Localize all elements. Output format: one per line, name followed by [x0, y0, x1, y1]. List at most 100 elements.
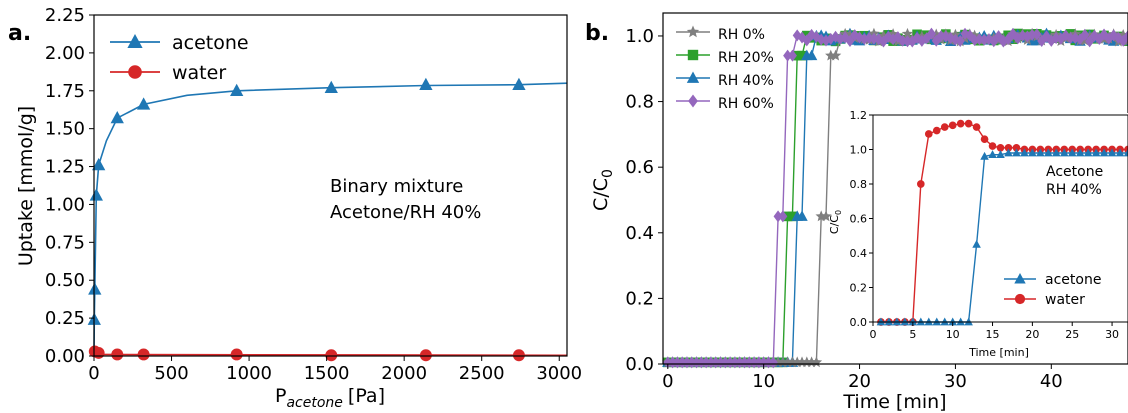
series-point: [820, 210, 832, 222]
series-point: [926, 27, 936, 40]
panel-a-x-label: Pacetone [Pa]: [275, 385, 385, 411]
inset-series-point: [1020, 148, 1029, 157]
panel-a-axes-frame: [93, 14, 568, 357]
inset-series-point: [972, 239, 981, 248]
inset-y-tick-label: 0.4: [850, 247, 868, 260]
panel-b-y-label: C/C0: [590, 169, 616, 211]
inset-legend: acetone water: [1004, 272, 1101, 308]
series-point: [829, 49, 842, 61]
acetone-fit-line: [93, 82, 568, 357]
inset-series-point: [1107, 148, 1117, 157]
y-tick-label: 0.4: [625, 223, 654, 244]
legend-marker: [688, 94, 698, 108]
inset-legend-marker: [1014, 293, 1026, 305]
inset-series-point: [940, 123, 949, 131]
x-tick-label: 1500: [304, 363, 350, 384]
series-point: [701, 356, 711, 369]
inset-y-tick-label: 0.0: [850, 316, 868, 329]
series-point: [901, 27, 914, 39]
inset-series-point: [1075, 148, 1085, 157]
inset-annotation-line1: Acetone: [1046, 164, 1103, 180]
panel-a-label: a.: [8, 21, 31, 46]
inset-series-point: [1044, 148, 1053, 157]
inset-series-point: [916, 317, 926, 326]
panel-a-annotation-line1: Binary mixture: [330, 176, 463, 197]
inset-series-point: [980, 135, 989, 143]
acetone-point: [136, 97, 151, 110]
legend-item-acetone: [110, 34, 160, 48]
inset-legend-label-acetone: acetone: [1045, 272, 1101, 288]
y-tick-label: 0.00: [45, 346, 85, 367]
series-point: [730, 356, 740, 369]
series-point: [706, 356, 716, 369]
inset-series-point: [956, 119, 965, 128]
inset-y-tick-label: 1.2: [850, 109, 868, 122]
series-point: [735, 356, 745, 369]
inset-series-point: [948, 317, 957, 326]
inset-y-tick-label: 0.2: [850, 282, 868, 295]
inset-background: [868, 113, 1128, 322]
acetone-point: [324, 80, 338, 93]
inset-series-point: [1004, 143, 1013, 152]
acetone-point: [92, 158, 106, 171]
series-point: [810, 356, 823, 368]
legend-item-rh0: [676, 25, 710, 38]
inset-series-point: [924, 317, 934, 326]
inset-series-point: [924, 130, 933, 138]
series-point: [759, 356, 769, 369]
inset-series-point: [1012, 143, 1021, 152]
inset-series-point: [996, 150, 1005, 159]
water-point: [230, 348, 243, 361]
inset-series-point: [964, 119, 973, 128]
inset-series-point: [900, 317, 910, 326]
panel-b-label: b.: [585, 21, 609, 46]
inset-series-point: [1036, 148, 1045, 157]
series-point: [1018, 29, 1028, 42]
inset-x-tick-label: 30: [1105, 328, 1119, 341]
panel-b-marks: [662, 27, 1128, 369]
y-tick-label: 0.2: [625, 288, 654, 309]
series-point: [778, 210, 788, 223]
panel-a-annotation-line2: Acetone/RH 40%: [330, 202, 481, 223]
inset-x-tick-label: 25: [1065, 328, 1079, 341]
x-tick-label: 0: [662, 371, 673, 392]
inset-series-point: [1115, 148, 1125, 157]
panel-b-legend: RH 0% RH 20% RH 40% RH 60%: [676, 25, 774, 112]
inset-series-point: [972, 123, 981, 131]
series-point: [773, 210, 783, 223]
inset-y-tick-label: 1.0: [850, 144, 868, 157]
inset-annotation-line2: RH 40%: [1046, 182, 1102, 198]
panel-b-axes-frame: [662, 12, 1128, 365]
water-point: [325, 349, 338, 362]
inset-series-point: [964, 317, 973, 326]
series-point: [672, 356, 682, 369]
y-tick-label: 1.25: [45, 157, 85, 178]
legend-item-water: [110, 65, 160, 79]
x-tick-label: 2500: [459, 363, 505, 384]
inset-series-point: [1028, 148, 1037, 157]
inset-x-tick-label: 0: [870, 328, 877, 341]
series-point: [1032, 28, 1042, 41]
inset-series-point: [892, 317, 902, 326]
y-tick-label: 0.50: [45, 270, 85, 291]
inset-series-point: [876, 317, 886, 326]
series-point: [687, 356, 697, 369]
series-point: [739, 356, 749, 369]
x-tick-label: 3000: [536, 363, 582, 384]
y-tick-label: 1.00: [45, 194, 85, 215]
series-point: [1065, 32, 1075, 45]
y-tick-label: 1.75: [45, 81, 85, 102]
water-point: [512, 349, 525, 362]
y-tick-label: 0.75: [45, 232, 85, 253]
legend-item-rh20: [676, 49, 710, 61]
series-point: [725, 356, 735, 369]
inset-series-point: [884, 317, 894, 326]
inset-x-ticks: 0 5 10 15 20 25 30: [870, 322, 1119, 341]
inset-legend-item-acetone: [1004, 273, 1036, 284]
panel-a-y-label: Uptake [mmol/g]: [15, 106, 37, 266]
inset-series-point: [940, 317, 949, 326]
water-point: [137, 348, 150, 361]
x-tick-label: 30: [944, 371, 967, 392]
inset-series-point: [948, 121, 957, 130]
inset-series-point: [1091, 148, 1101, 157]
